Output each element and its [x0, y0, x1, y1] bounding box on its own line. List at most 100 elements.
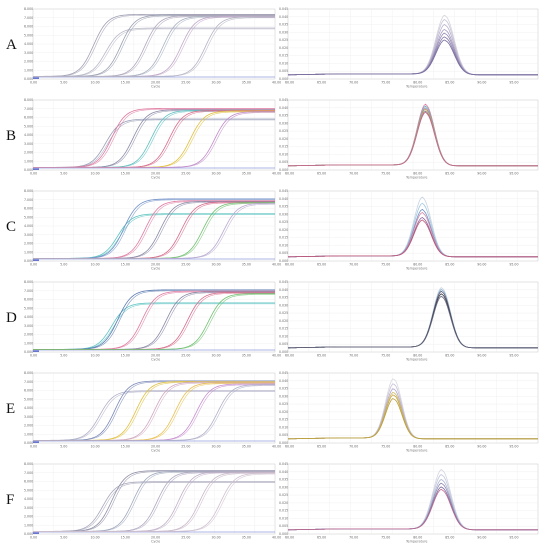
x-tick-label: 65.00	[317, 445, 326, 449]
x-tick-label: 30.00	[212, 445, 221, 449]
y-tick-label: 0.020	[279, 319, 288, 323]
melt-curve	[287, 111, 538, 167]
y-tick-label: 0.035	[279, 387, 288, 391]
y-tick-label: 0.025	[279, 129, 288, 133]
y-tick-label: 5.000	[24, 306, 33, 310]
row-label: F	[6, 492, 14, 508]
y-tick-label: 0.000	[279, 532, 288, 536]
x-tick-label: 15.00	[121, 81, 130, 85]
x-tick-label: 0.00	[30, 263, 37, 267]
x-axis-title: Temperature	[405, 85, 427, 89]
y-tick-label: 0.000	[24, 350, 33, 354]
x-tick-label: 60.00	[285, 263, 294, 267]
amplification-plot: 0.00 5.00 10.00 15.00 20.00 25.00 30.00 35.00 40…	[24, 98, 281, 180]
y-tick-label: 0.025	[279, 493, 288, 497]
y-tick-label: 6.000	[24, 25, 33, 29]
x-tick-label: 25.00	[181, 445, 190, 449]
x-tick-label: 5.00	[60, 172, 67, 176]
x-tick-label: 20.00	[151, 536, 160, 540]
x-tick-label: 70.00	[349, 536, 358, 540]
x-tick-label: 75.00	[381, 445, 390, 449]
amplification-curve	[33, 385, 276, 441]
x-tick-label: 85.00	[445, 81, 454, 85]
x-tick-label: 20.00	[151, 263, 160, 267]
y-tick-label: 0.035	[279, 205, 288, 209]
y-tick-label: 0.035	[279, 23, 288, 27]
y-tick-label: 0.030	[279, 121, 288, 125]
y-tick-label: 2.000	[24, 242, 33, 246]
x-tick-label: 90.00	[477, 81, 486, 85]
x-tick-label: 30.00	[212, 263, 221, 267]
y-tick-label: 6.000	[24, 298, 33, 302]
x-tick-label: 0.00	[30, 172, 37, 176]
melt-curve	[287, 39, 538, 76]
x-tick-label: 90.00	[477, 445, 486, 449]
x-tick-label: 35.00	[242, 81, 251, 85]
y-tick-label: 8.000	[24, 280, 33, 284]
x-tick-label: 70.00	[349, 172, 358, 176]
y-tick-label: 0.040	[279, 106, 288, 110]
y-tick-label: 0.015	[279, 236, 288, 240]
x-tick-label: 30.00	[212, 81, 221, 85]
x-axis-title: Temperature	[405, 176, 427, 180]
melt-curve-plot: 60.00 65.00 70.00 75.00 80.00 85.00 90.00 95.00…	[279, 7, 539, 89]
x-axis-title: Cycle	[151, 267, 160, 271]
x-tick-label: 35.00	[242, 536, 251, 540]
melt-curve-plot: 60.00 65.00 70.00 75.00 80.00 85.00 90.00 95.00…	[279, 371, 539, 453]
y-tick-label: 0.000	[24, 77, 33, 81]
melt-curve-plot: 60.00 65.00 70.00 75.00 80.00 85.00 90.00 95.00…	[279, 98, 539, 180]
amplification-curve	[33, 112, 276, 168]
x-tick-label: 5.00	[60, 263, 67, 267]
y-tick-label: 3.000	[24, 415, 33, 419]
x-tick-label: 10.00	[91, 172, 100, 176]
y-tick-label: 0.045	[279, 371, 288, 375]
y-tick-label: 0.000	[279, 441, 288, 445]
y-tick-label: 4.000	[24, 133, 33, 137]
x-tick-label: 30.00	[212, 354, 221, 358]
row-label: D	[6, 310, 17, 326]
x-tick-label: 75.00	[381, 354, 390, 358]
x-axis-title: Cycle	[151, 449, 160, 453]
x-tick-label: 60.00	[285, 81, 294, 85]
x-tick-label: 85.00	[445, 354, 454, 358]
y-tick-label: 0.020	[279, 501, 288, 505]
y-tick-label: 0.020	[279, 410, 288, 414]
melt-curve-plot: 60.00 65.00 70.00 75.00 80.00 85.00 90.00 95.00…	[279, 462, 539, 544]
x-tick-label: 40.00	[272, 536, 281, 540]
y-tick-label: 0.015	[279, 418, 288, 422]
y-tick-label: 1.000	[24, 159, 33, 163]
y-tick-label: 0.010	[279, 152, 288, 156]
y-tick-label: 0.015	[279, 145, 288, 149]
x-axis-title: Cycle	[151, 540, 160, 544]
y-tick-label: 1.000	[24, 432, 33, 436]
y-tick-label: 0.010	[279, 425, 288, 429]
y-tick-label: 6.000	[24, 116, 33, 120]
y-tick-label: 0.035	[279, 478, 288, 482]
y-tick-label: 4.000	[24, 315, 33, 319]
x-tick-label: 15.00	[121, 172, 130, 176]
x-tick-label: 30.00	[212, 172, 221, 176]
x-tick-label: 10.00	[91, 536, 100, 540]
x-tick-label: 5.00	[60, 536, 67, 540]
x-tick-label: 85.00	[445, 536, 454, 540]
x-tick-label: 40.00	[272, 445, 281, 449]
y-tick-label: 0.000	[279, 259, 288, 263]
x-tick-label: 80.00	[413, 445, 422, 449]
y-tick-label: 0.020	[279, 46, 288, 50]
y-tick-label: 0.025	[279, 38, 288, 42]
y-tick-label: 0.030	[279, 30, 288, 34]
y-tick-label: 4.000	[24, 406, 33, 410]
x-axis-title: Temperature	[405, 358, 427, 362]
y-tick-label: 4.000	[24, 42, 33, 46]
x-tick-label: 70.00	[349, 354, 358, 358]
y-tick-label: 6.000	[24, 389, 33, 393]
y-tick-label: 7.000	[24, 289, 33, 293]
y-tick-label: 1.000	[24, 523, 33, 527]
y-tick-label: 0.010	[279, 243, 288, 247]
x-tick-label: 15.00	[121, 536, 130, 540]
y-tick-label: 0.040	[279, 197, 288, 201]
x-tick-label: 95.00	[509, 354, 518, 358]
y-tick-label: 0.030	[279, 485, 288, 489]
x-tick-label: 20.00	[151, 81, 160, 85]
